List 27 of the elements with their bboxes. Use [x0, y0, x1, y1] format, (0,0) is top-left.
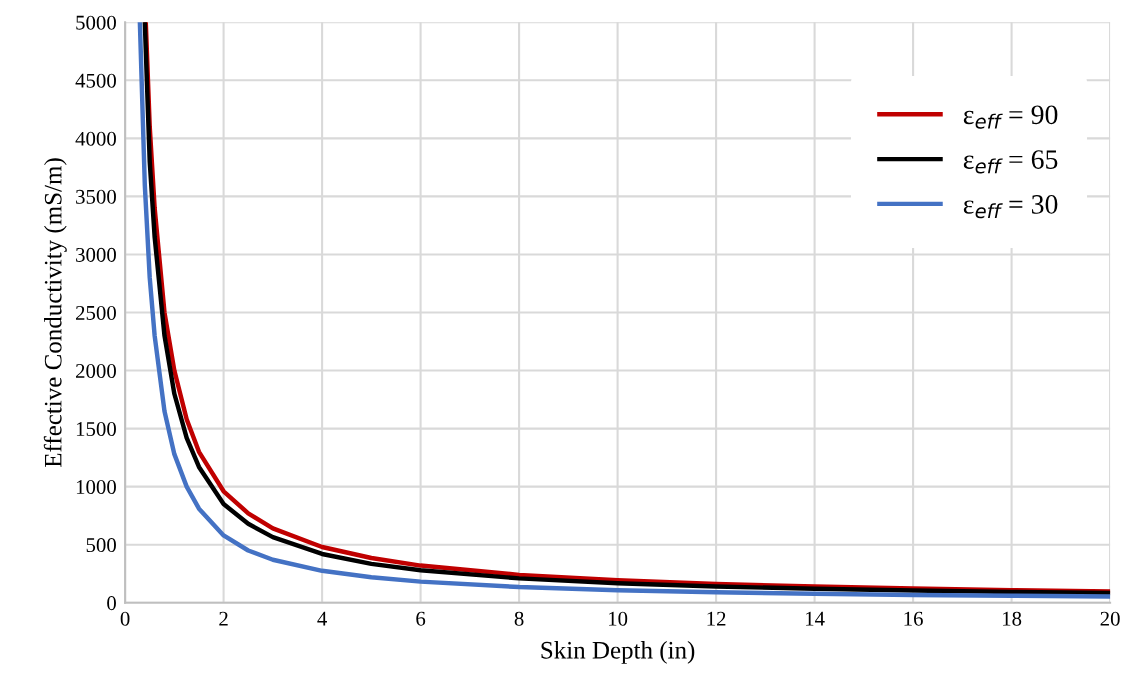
x-tick-label: 6 — [416, 611, 426, 626]
x-axis-title: Skin Depth (in) — [541, 641, 695, 664]
x-tick-label: 20 — [1100, 611, 1120, 626]
y-tick-label: 4500 — [75, 73, 116, 88]
y-tick-label: 4000 — [75, 131, 116, 146]
x-tick-label: 14 — [806, 611, 825, 626]
y-tick-label: 2500 — [76, 305, 116, 320]
y-tick-label: 5000 — [76, 15, 116, 30]
y-tick-label: 2000 — [76, 363, 116, 378]
y-tick-label: 0 — [107, 596, 116, 611]
y-tick-label: 3000 — [76, 247, 116, 262]
y-tick-label: 1500 — [76, 421, 116, 437]
legend-label: ε$_{eff}$ = 30 — [963, 195, 1058, 219]
x-tick-label: 16 — [904, 611, 923, 626]
x-tick-label: 2 — [219, 611, 228, 626]
y-axis-title: Effective Conductivity (mS/m) — [43, 158, 67, 468]
x-tick-label: 10 — [609, 611, 628, 626]
legend-label: ε$_{eff}$ = 65 — [963, 150, 1058, 174]
x-tick-label: 0 — [120, 611, 130, 626]
x-tick-label: 4 — [317, 611, 327, 626]
x-tick-label: 12 — [707, 611, 726, 626]
y-tick-label: 500 — [86, 538, 116, 553]
x-tick-label: 18 — [1003, 611, 1022, 626]
y-tick-label: 3500 — [76, 189, 116, 204]
y-tick-label: 1000 — [76, 480, 116, 495]
x-tick-label: 8 — [514, 611, 524, 626]
legend-label: ε$_{eff}$ = 90 — [963, 105, 1058, 129]
